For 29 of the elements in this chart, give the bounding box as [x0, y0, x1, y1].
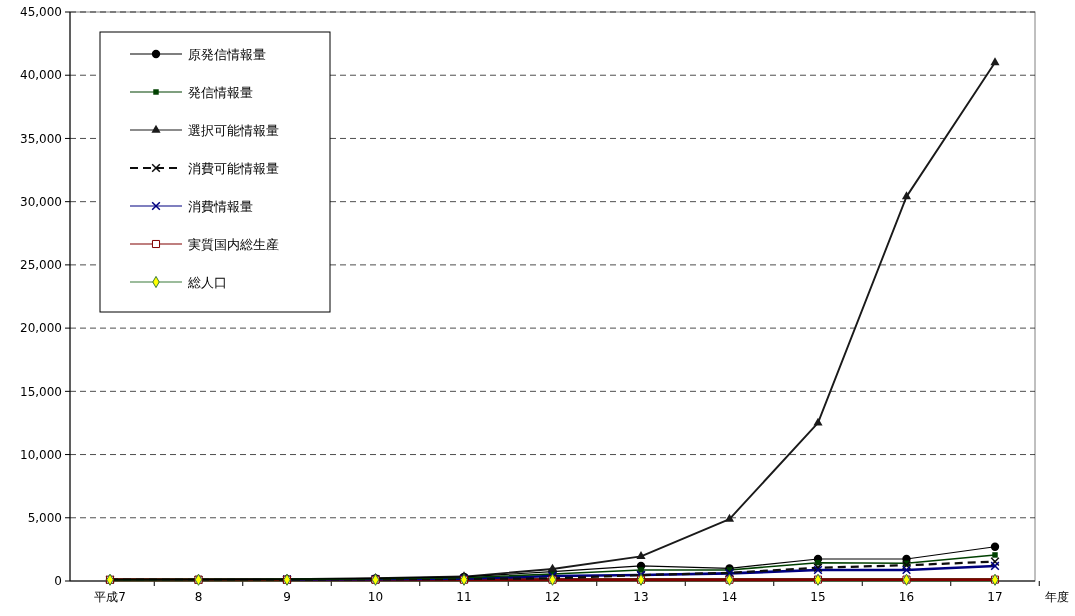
x-tick-label: 平成7: [94, 590, 126, 604]
y-tick-label: 35,000: [20, 131, 62, 146]
y-tick-label: 5,000: [27, 510, 62, 525]
x-tick-label: 8: [194, 590, 203, 604]
x-tick-label: 16: [898, 590, 915, 604]
legend-label: 選択可能情報量: [188, 122, 279, 138]
legend-label: 消費可能情報量: [188, 160, 279, 176]
x-tick-label: 9: [283, 590, 291, 604]
y-tick-label: 10,000: [20, 447, 62, 462]
y-tick-label: 25,000: [20, 258, 62, 273]
y-tick-label: 20,000: [20, 321, 62, 336]
x-tick-label: 15: [810, 590, 826, 604]
y-tick-label: 40,000: [20, 68, 62, 83]
y-tick-label: 30,000: [20, 194, 62, 209]
legend-label: 消費情報量: [188, 198, 253, 214]
legend-label: 総人口: [187, 274, 227, 290]
x-tick-label: 13: [633, 590, 649, 604]
legend-label: 実質国内総生産: [188, 236, 279, 252]
x-tick-label: 14: [721, 590, 738, 604]
legend-label: 発信情報量: [188, 84, 253, 100]
x-tick-label: 17: [987, 590, 1003, 604]
x-axis-title: 年度: [1045, 590, 1069, 604]
x-tick-label: 10: [367, 590, 384, 604]
y-tick-label: 45,000: [20, 5, 62, 20]
y-tick-label: 15,000: [20, 384, 62, 399]
legend-label: 原発信情報量: [188, 46, 266, 62]
x-tick-label: 11: [456, 590, 472, 604]
x-tick-label: 12: [544, 590, 561, 604]
y-tick-label: 0: [54, 574, 62, 589]
